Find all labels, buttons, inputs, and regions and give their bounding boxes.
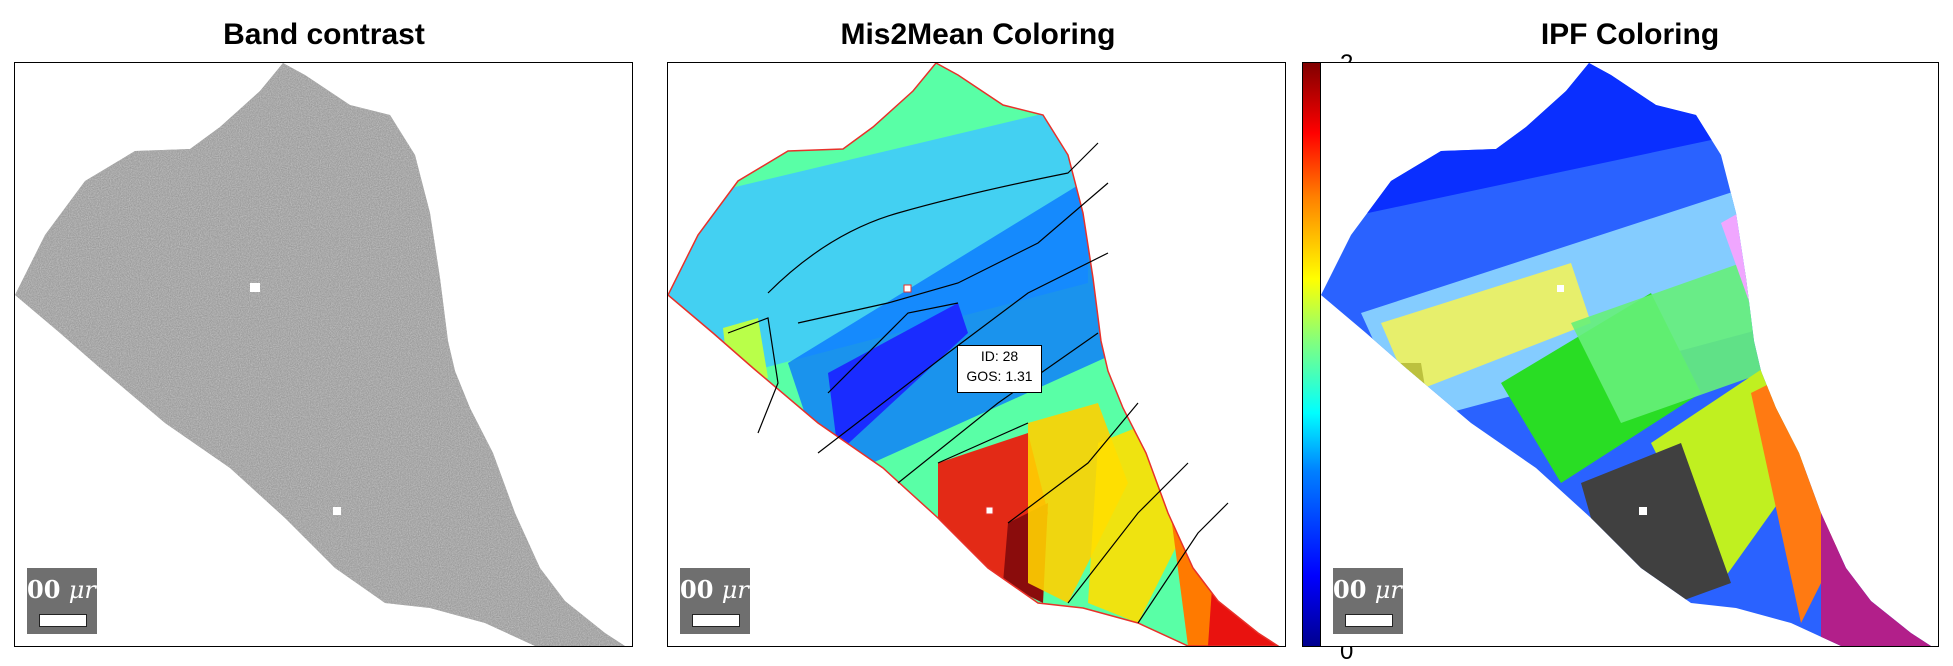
colorbar bbox=[1302, 62, 1322, 647]
scale-bar-line bbox=[1345, 614, 1393, 627]
grain-small-dark bbox=[1098, 113, 1138, 158]
white-defect bbox=[1639, 507, 1647, 515]
ipf-title: IPF Coloring bbox=[1540, 18, 1720, 51]
grain-green-light bbox=[1571, 263, 1791, 423]
white-defect bbox=[250, 283, 260, 292]
white-defect bbox=[333, 507, 341, 515]
band-contrast-texture bbox=[15, 63, 625, 646]
scale-bar: 00 μr bbox=[27, 568, 97, 634]
grain-blue-band bbox=[668, 103, 1088, 393]
ipf-map[interactable]: 00 μr bbox=[1320, 62, 1939, 647]
ipf-image bbox=[1321, 63, 1931, 646]
grain-datatip[interactable]: ID: 28 GOS: 1.31 bbox=[957, 345, 1042, 393]
scale-bar-label: 00 μr bbox=[680, 575, 749, 604]
scale-bar: 00 μr bbox=[1333, 568, 1403, 634]
band-contrast-title: Band contrast bbox=[223, 18, 425, 51]
sample-outline bbox=[668, 63, 1280, 646]
datatip-id: ID: 28 bbox=[980, 348, 1019, 364]
scale-bar-label: 00 μr bbox=[27, 575, 96, 604]
grain-28 bbox=[828, 303, 968, 453]
grain-yellow bbox=[1381, 263, 1591, 393]
mis2mean-title: Mis2Mean Coloring bbox=[840, 18, 1116, 51]
grain-olive bbox=[1371, 363, 1431, 423]
datatip-gos: GOS: 1.31 bbox=[966, 368, 1033, 384]
grain-magenta bbox=[1821, 413, 1931, 646]
scale-bar-line bbox=[692, 614, 740, 627]
white-defect bbox=[1557, 285, 1564, 292]
white-defect bbox=[903, 284, 912, 293]
scale-bar-label: 00 μr bbox=[1333, 575, 1402, 604]
scale-bar: 00 μr bbox=[680, 568, 750, 634]
grain-boundaries bbox=[727, 142, 1229, 624]
white-defect bbox=[985, 506, 994, 515]
band-contrast-image bbox=[15, 63, 625, 646]
band-contrast-map[interactable]: 00 μr bbox=[14, 62, 633, 647]
scale-bar-line bbox=[39, 614, 87, 627]
grain-red-corner bbox=[1208, 563, 1278, 646]
